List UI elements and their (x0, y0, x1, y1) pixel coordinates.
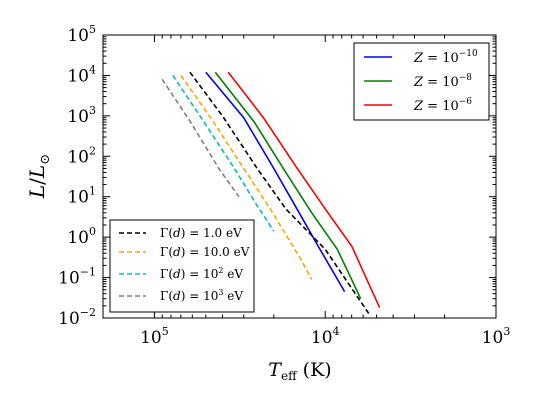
series-line-3 (189, 71, 371, 316)
x-tick-label: 104 (311, 325, 340, 348)
legend-gamma: Γ(d) = 1.0 eV Γ(d) = 10.0 eV Γ(d) = 102 … (109, 219, 255, 313)
legend-entry-z8: Z = 10−8 (413, 73, 472, 90)
legend-metallicity: Z = 10−10 Z = 10−8 Z = 10−6 (353, 42, 490, 121)
series-line-2 (227, 71, 381, 309)
x-tick-label: 103 (482, 325, 511, 348)
legend-entry-gamma100: Γ(d) = 102 eV (160, 266, 243, 281)
y-tick-label: 105 (67, 23, 96, 46)
series-line-4 (180, 74, 313, 280)
y-tick-label: 10−2 (58, 306, 96, 329)
series-line-0 (205, 71, 346, 293)
y-tick-label: 10−1 (58, 266, 96, 289)
plot-frame (102, 34, 497, 319)
y-tick-label: 103 (67, 104, 96, 127)
y-axis-label: L/L⊙ (25, 154, 53, 199)
ticks-layer (102, 34, 497, 319)
y-tick-label: 102 (67, 144, 96, 167)
series-line-6 (161, 78, 240, 198)
legend-gamma-box (109, 219, 255, 313)
series-line-1 (214, 71, 362, 300)
tick-labels: 10−2 10−1 100 101 102 103 104 105 105 104 103 (58, 23, 510, 348)
series-line-5 (172, 74, 275, 232)
legend-entry-z6: Z = 10−6 (413, 97, 472, 114)
legend-entry-z10: Z = 10−10 (413, 49, 478, 66)
y-tick-label: 101 (67, 185, 96, 208)
y-tick-label: 104 (67, 63, 96, 86)
series-layer (161, 71, 381, 316)
legend-entry-gamma1: Γ(d) = 1.0 eV (160, 226, 242, 240)
legend-entry-gamma10: Γ(d) = 10.0 eV (160, 245, 250, 259)
y-tick-label: 100 (67, 225, 96, 248)
legend-entry-gamma1000: Γ(d) = 103 eV (160, 288, 243, 303)
x-tick-label: 105 (140, 325, 169, 348)
x-axis-label: Teff (K) (268, 359, 331, 383)
